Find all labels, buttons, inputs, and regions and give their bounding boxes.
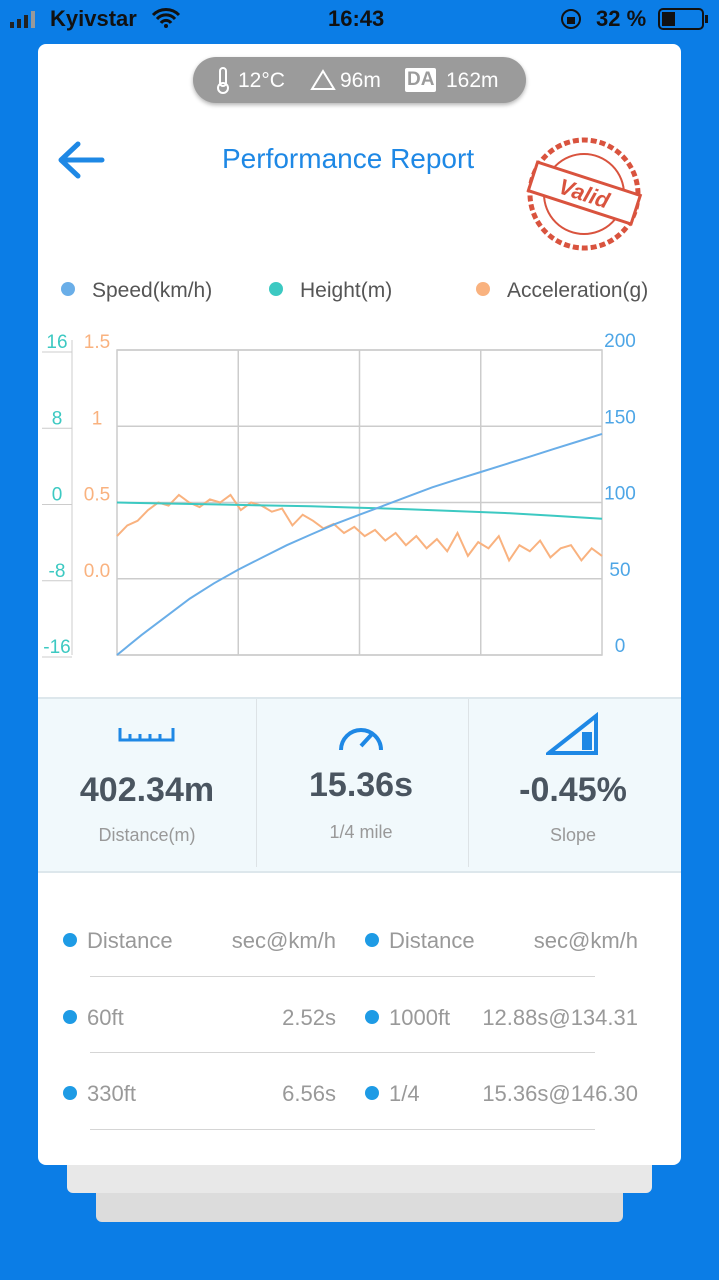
speed-tick-label: 200 (604, 331, 636, 352)
chart: Speed(km/h) Height(m) Acceleration(g) 16 8 0 -… (42, 279, 648, 658)
row-separator (90, 1129, 595, 1130)
table-cell: 60ft (87, 1005, 124, 1030)
valid-stamp: Valid (526, 137, 643, 251)
speed-tick-label: 100 (604, 484, 636, 505)
legend-dot (61, 282, 75, 296)
table-cell: 1000ft (389, 1005, 451, 1030)
conditions-pill (193, 57, 526, 103)
series-line (116, 501, 603, 520)
bullet (365, 933, 379, 947)
speed-tick-label: 0 (615, 636, 626, 657)
height-tick-label: -16 (43, 637, 70, 658)
table-cell: 330ft (87, 1081, 136, 1106)
acceleration-tick-label: 0.5 (84, 485, 110, 506)
legend-label: Acceleration(g) (507, 279, 648, 302)
temperature: 12°C (238, 69, 285, 92)
legend-label: Speed(km/h) (92, 279, 212, 302)
summary-value: -0.45% (519, 771, 627, 809)
height-tick-label: 16 (46, 332, 67, 353)
bullet (63, 933, 77, 947)
acceleration-tick-label: 1.5 (84, 332, 110, 353)
bullet (365, 1010, 379, 1024)
acceleration-tick-label: 1 (92, 408, 103, 429)
density-altitude: 162m (446, 69, 499, 92)
bullet (63, 1086, 77, 1100)
legend-label: Height(m) (300, 279, 392, 302)
gauge-icon (339, 728, 383, 751)
row-separator (90, 1052, 595, 1053)
speed-tick-label: 150 (604, 407, 636, 428)
table-cell: 12.88s@134.31 (482, 1005, 638, 1030)
summary-panel (38, 697, 681, 873)
wifi-icon (151, 8, 181, 28)
row-separator (90, 976, 595, 977)
speed-tick-label: 50 (609, 560, 630, 581)
carrier: Kyivstar (50, 6, 137, 31)
summary-label: Distance(m) (98, 825, 196, 845)
battery-percent: 32 % (596, 6, 647, 31)
summary-value: 15.36s (309, 766, 413, 804)
table-cell: 6.56s (282, 1081, 336, 1106)
divider (256, 699, 257, 867)
table-cell: Distance (87, 928, 173, 953)
acceleration-tick-label: 0.0 (84, 561, 110, 582)
series-line (116, 493, 603, 563)
table-cell: 15.36s@146.30 (482, 1081, 638, 1106)
table-cell: 2.52s (282, 1005, 336, 1030)
series-line (116, 432, 603, 656)
legend-dot (476, 282, 490, 296)
table-cell: sec@km/h (231, 928, 336, 953)
slope-icon (546, 712, 598, 755)
table-cell: Distance (389, 928, 475, 953)
height-tick-label: -8 (49, 561, 66, 582)
legend-dot (269, 282, 283, 296)
bullet (365, 1086, 379, 1100)
thermometer-icon (217, 67, 229, 94)
height-tick-label: 0 (52, 485, 63, 506)
lock-icon (561, 9, 581, 29)
bullet (63, 1010, 77, 1024)
height-tick-label: 8 (52, 408, 63, 429)
page-title: Performance Report (222, 143, 475, 174)
back-button[interactable] (56, 140, 106, 180)
clock: 16:43 (328, 6, 385, 31)
summary-label: 1/4 mile (329, 822, 393, 842)
ruler-icon (118, 728, 175, 742)
table-cell: 1/4 (389, 1081, 420, 1106)
da-badge: DA (405, 68, 437, 92)
altitude: 96m (340, 69, 381, 92)
divider (468, 699, 469, 867)
summary-label: Slope (549, 825, 597, 845)
mountain-icon (310, 69, 336, 90)
summary-value: 402.34m (79, 771, 215, 809)
battery-icon (658, 8, 708, 30)
signal-icon (10, 11, 35, 28)
table-cell: sec@km/h (533, 928, 638, 953)
